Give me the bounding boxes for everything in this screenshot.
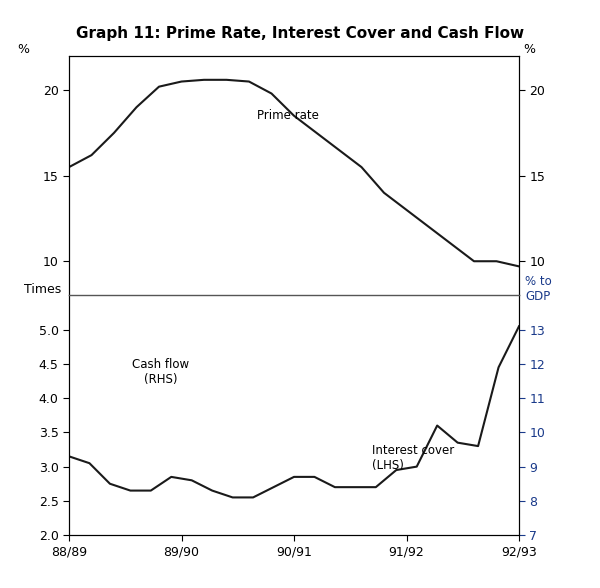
Text: % to
GDP: % to GDP <box>525 275 552 303</box>
Text: Cash flow
(RHS): Cash flow (RHS) <box>133 358 190 386</box>
Text: %: % <box>17 43 29 56</box>
Text: Graph 11: Prime Rate, Interest Cover and Cash Flow: Graph 11: Prime Rate, Interest Cover and… <box>76 26 524 42</box>
Text: Times: Times <box>24 283 61 296</box>
Text: Interest cover
(LHS): Interest cover (LHS) <box>372 444 454 472</box>
Text: %: % <box>523 43 536 56</box>
Text: Prime rate: Prime rate <box>257 109 319 122</box>
